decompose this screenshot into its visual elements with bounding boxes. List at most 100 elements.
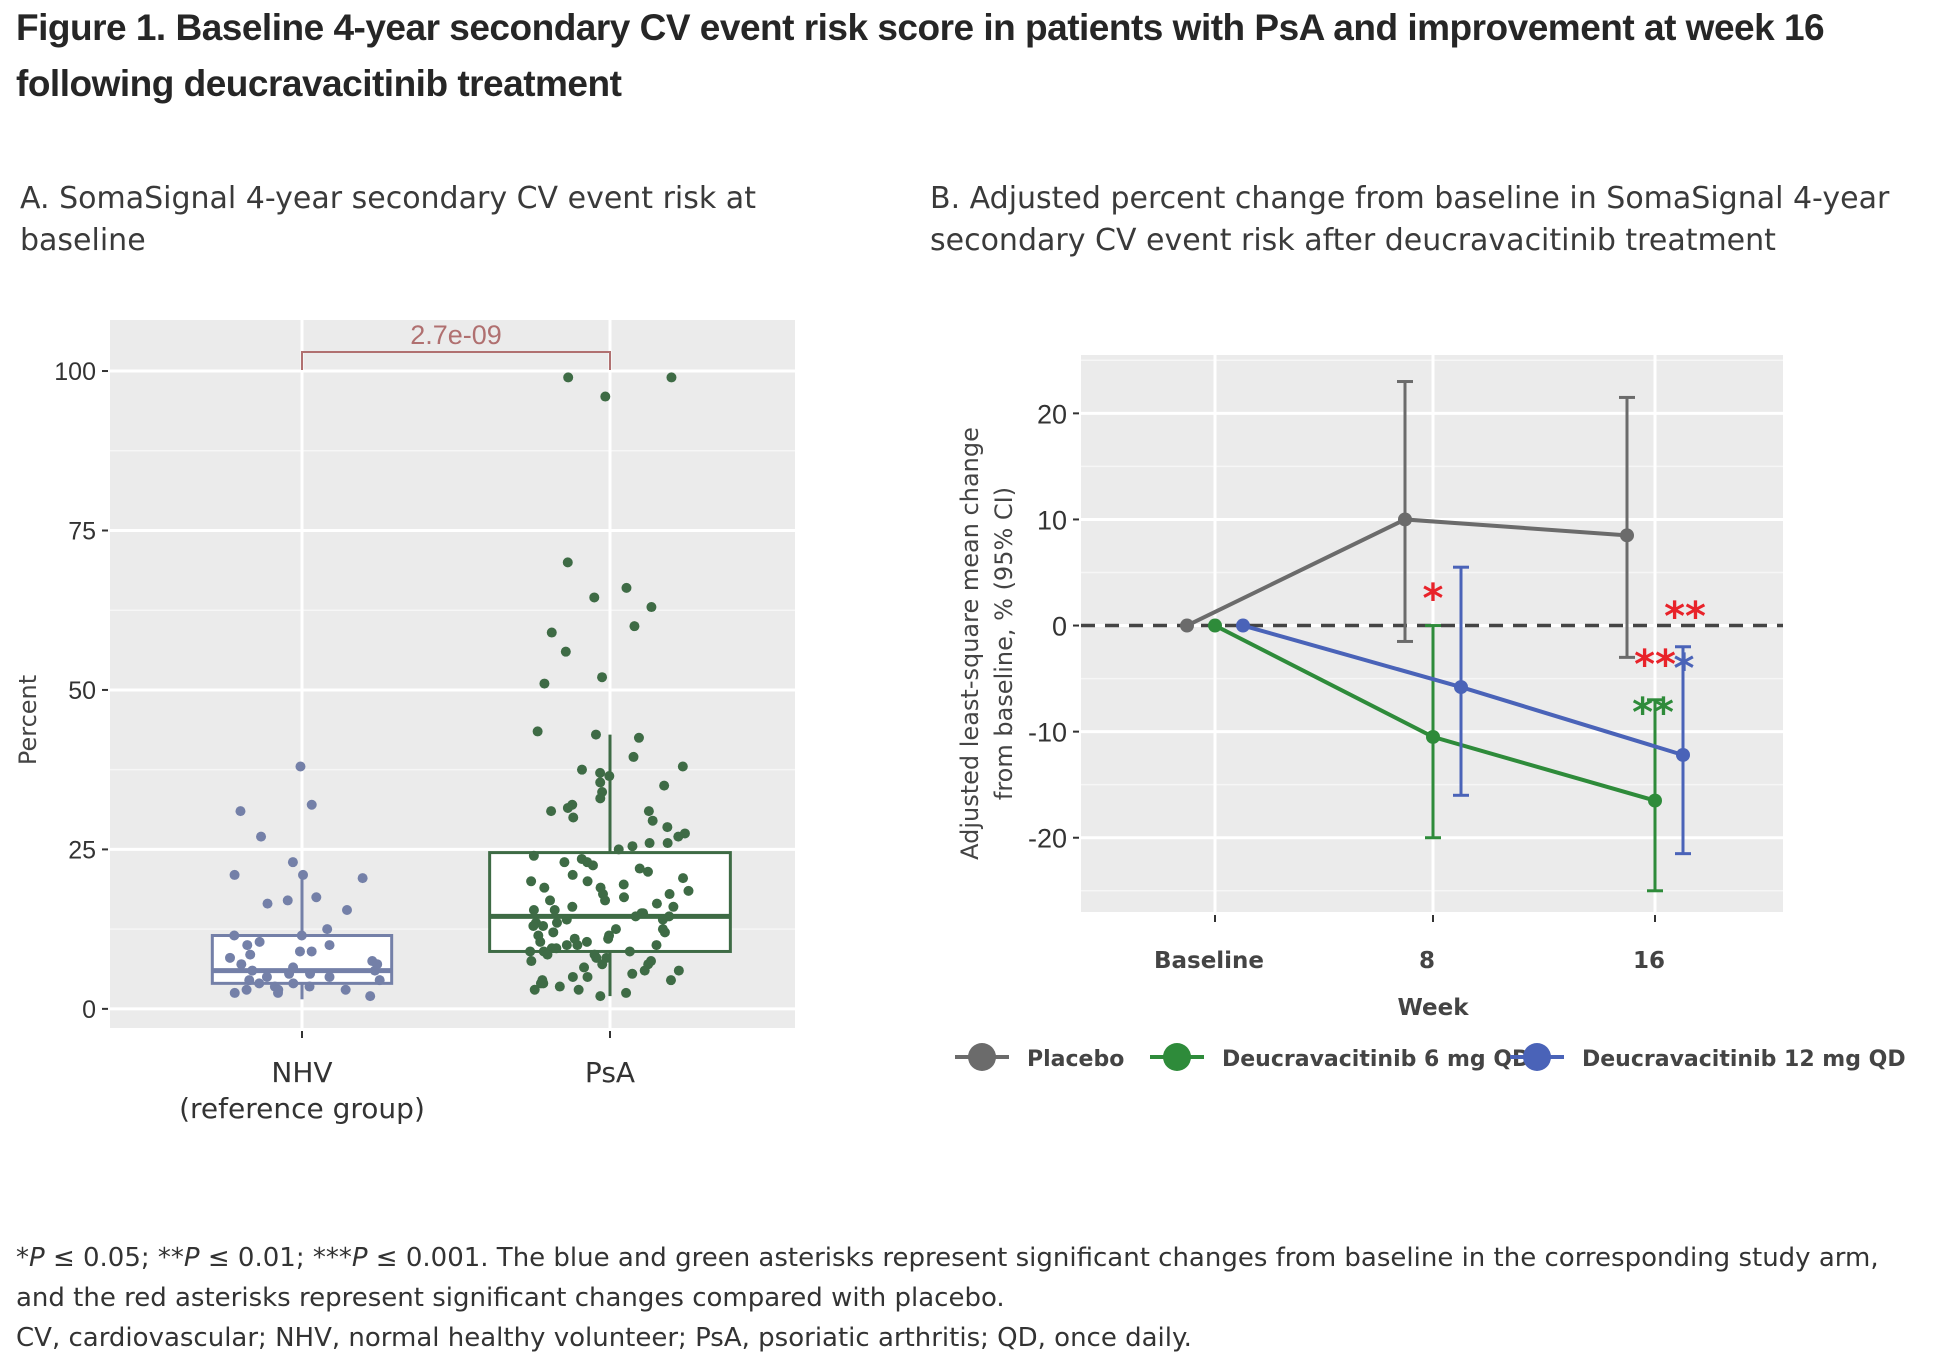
- legend-marker: [1523, 1043, 1551, 1071]
- data-point: [595, 793, 606, 804]
- data-point: [657, 914, 668, 925]
- series-point: [1620, 528, 1634, 543]
- data-point: [306, 946, 317, 957]
- data-point: [229, 930, 240, 941]
- data-point: [567, 901, 578, 912]
- data-point: [581, 936, 592, 947]
- data-point: [651, 940, 662, 951]
- footnote-text: ≤ 0.05; **: [44, 1243, 184, 1273]
- data-point: [627, 841, 638, 852]
- footnote-p: P: [29, 1243, 45, 1273]
- data-point: [261, 971, 272, 982]
- data-point: [629, 621, 640, 632]
- data-point: [365, 991, 376, 1002]
- data-point: [600, 391, 611, 402]
- data-point: [545, 895, 556, 906]
- data-point: [242, 940, 253, 951]
- data-point: [340, 984, 351, 995]
- data-point: [618, 892, 629, 903]
- data-point: [295, 761, 306, 772]
- data-point: [546, 627, 557, 638]
- significance-asterisk: *: [1674, 646, 1695, 692]
- legend-label: Deucravacitinib 12 mg QD: [1582, 1047, 1906, 1072]
- data-point: [643, 806, 654, 817]
- y-tick-label: 20: [1037, 399, 1067, 429]
- data-point: [624, 946, 635, 957]
- data-point: [595, 767, 606, 778]
- data-point: [582, 971, 593, 982]
- data-point: [678, 873, 689, 884]
- data-point: [644, 838, 655, 849]
- data-point: [634, 863, 645, 874]
- x-tick-label: PsA: [585, 1056, 635, 1089]
- data-point: [582, 876, 593, 887]
- data-point: [639, 965, 650, 976]
- data-point: [659, 927, 670, 938]
- data-point: [528, 905, 539, 915]
- x-tick-label: 16: [1633, 948, 1665, 974]
- data-point: [627, 968, 638, 979]
- data-point: [539, 678, 550, 689]
- significance-asterisk: **: [1664, 594, 1706, 640]
- data-point: [662, 822, 673, 833]
- data-point: [662, 838, 673, 849]
- data-point: [630, 911, 641, 922]
- series-point: [1676, 747, 1690, 762]
- data-point: [621, 987, 632, 998]
- data-point: [560, 646, 571, 657]
- data-point: [298, 869, 309, 880]
- data-point: [357, 873, 368, 884]
- data-point: [236, 959, 247, 970]
- data-point: [562, 802, 573, 813]
- data-point: [603, 933, 614, 944]
- legend-marker: [968, 1043, 996, 1071]
- x-axis-label: Week: [1397, 995, 1469, 1021]
- data-point: [525, 946, 536, 957]
- x-tick-label: NHV: [271, 1056, 332, 1089]
- y-tick-label: 0: [1052, 612, 1067, 642]
- footnote-text: *: [16, 1243, 29, 1273]
- data-point: [311, 892, 322, 903]
- x-tick-label: Baseline: [1154, 948, 1264, 974]
- data-point: [532, 726, 543, 737]
- data-point: [225, 952, 236, 963]
- data-point: [673, 965, 684, 976]
- p-value-label: 2.7e-09: [410, 320, 502, 350]
- data-point: [628, 751, 639, 762]
- footnote-p: P: [351, 1243, 368, 1273]
- data-point: [374, 975, 385, 986]
- data-point: [342, 905, 353, 915]
- data-point: [294, 946, 305, 957]
- data-point: [633, 732, 644, 743]
- data-point: [551, 917, 562, 928]
- data-point: [288, 978, 299, 989]
- y-axis-label: Adjusted least-square mean change: [956, 427, 984, 860]
- legend-label: Placebo: [1027, 1047, 1124, 1072]
- panel-a-boxplot: 0 25 50 75 100 Percent NHV(reference group) PsA…: [14, 320, 795, 1125]
- significance-asterisk: **: [1634, 642, 1676, 688]
- data-point: [683, 885, 694, 896]
- data-point: [296, 930, 307, 941]
- data-point: [528, 850, 539, 861]
- series-point: [1426, 729, 1440, 744]
- significance-asterisk: *: [1423, 576, 1444, 622]
- data-point: [579, 962, 590, 973]
- data-point: [324, 971, 335, 982]
- data-point: [554, 981, 565, 992]
- series-point: [1648, 793, 1662, 808]
- data-point: [597, 672, 608, 683]
- data-point: [567, 869, 578, 880]
- footnote: *P ≤ 0.05; **P ≤ 0.01; ***P ≤ 0.001. The…: [16, 1238, 1916, 1358]
- data-point: [256, 831, 267, 842]
- legend-marker: [1163, 1043, 1191, 1071]
- data-point: [546, 806, 557, 817]
- data-point: [529, 984, 540, 995]
- data-point: [284, 968, 295, 979]
- data-point: [324, 940, 335, 951]
- data-point: [262, 898, 273, 909]
- data-point: [590, 729, 601, 740]
- data-point: [535, 978, 546, 989]
- data-point: [665, 975, 676, 986]
- panel-b-linechart: 20 10 0 -10 -20 Adjusted least-square mean ch…: [955, 355, 1906, 1072]
